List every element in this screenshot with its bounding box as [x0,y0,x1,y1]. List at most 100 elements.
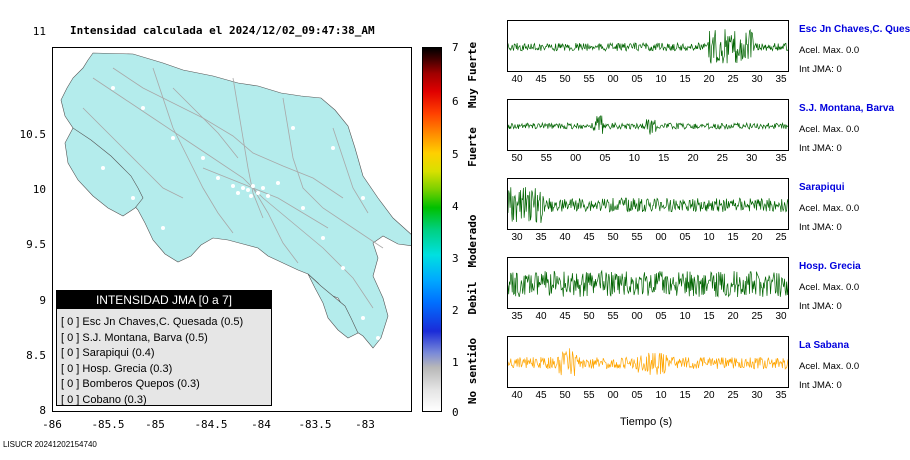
colorbar-tick: 0 [452,406,459,419]
time-tick: 35 [511,311,523,322]
station-int-jma: Int JMA: 0 [799,222,842,233]
waveform [508,115,788,135]
station-acel-max: Acel. Max. 0.0 [799,203,860,214]
legend-title: INTENSIDAD JMA [0 a 7] [57,291,271,309]
time-tick: 15 [679,390,691,401]
time-tick: 10 [628,153,640,164]
time-tick: 25 [727,390,739,401]
station-name: Esc Jn Chaves,C. Ques [799,24,910,35]
legend-item: [ 0 ] Hosp. Grecia (0.3) [61,362,173,375]
colorbar-tick: 6 [452,95,459,108]
colorbar-tick: 4 [452,200,459,213]
time-tick: 55 [607,311,619,322]
time-tick: 20 [703,74,715,85]
time-tick: 25 [727,74,739,85]
time-tick: 05 [679,232,691,243]
legend-item: [ 0 ] S.J. Montana, Barva (0.5) [61,331,208,344]
map-title: Intensidad calculada el 2024/12/02_09:47… [70,24,375,37]
seismogram-trace [507,20,789,72]
station-name: La Sabana [799,340,850,351]
station-int-jma: Int JMA: 0 [799,64,842,75]
waveform-line [508,269,788,298]
seismogram-trace [507,99,789,151]
time-tick: 30 [746,153,758,164]
time-tick: 45 [535,74,547,85]
time-tick: 45 [559,311,571,322]
legend-item: [ 0 ] Bomberos Quepos (0.3) [61,378,200,390]
road-network [82,67,384,309]
time-tick: 35 [535,232,547,243]
colorbar-tick: 7 [452,41,459,54]
colorbar-tick: 2 [452,304,459,317]
map-y-tick: 11 [32,25,46,38]
colorbar-label: Fuerte [466,127,479,167]
station-name: Hosp. Grecia [799,261,861,272]
time-tick: 50 [559,74,571,85]
colorbar-label: No sentido [466,337,479,405]
time-tick: 15 [658,153,670,164]
time-tick: 05 [599,153,611,164]
time-tick: 00 [607,74,619,85]
map-y-tick: 9 [39,294,46,307]
time-tick: 05 [655,311,667,322]
legend-item: [ 0 ] Sarapiqui (0.4) [61,347,155,359]
station-int-jma: Int JMA: 0 [799,380,842,391]
legend-item: [ 0 ] Cobano (0.3) [61,393,147,406]
time-tick: 20 [687,153,699,164]
seismogram-trace [507,336,789,388]
time-tick: 15 [727,232,739,243]
time-tick: 35 [775,153,787,164]
station-acel-max: Acel. Max. 0.0 [799,361,860,372]
time-tick: 10 [655,390,667,401]
colorbar-tick: 5 [452,148,459,161]
time-tick: 40 [559,232,571,243]
station-acel-max: Acel. Max. 0.0 [799,45,860,56]
time-tick: 55 [583,74,595,85]
map-x-tick: -83 [355,418,375,431]
waveform [508,28,788,64]
time-tick: 55 [631,232,643,243]
time-tick: 50 [583,311,595,322]
time-tick: 30 [775,311,787,322]
time-tick: 30 [511,232,523,243]
map-x-tick: -85.5 [91,418,125,431]
time-tick: 40 [511,74,523,85]
time-tick: 25 [751,311,763,322]
time-tick: 20 [703,390,715,401]
nicoya-peninsula [64,127,144,217]
waveform [508,269,788,298]
map-y-tick: 10.5 [19,128,47,141]
station-name: Sarapiqui [799,182,845,193]
station-markers [101,86,380,340]
time-tick: 20 [727,311,739,322]
time-tick: 40 [511,390,523,401]
time-tick: 25 [775,232,787,243]
time-tick: 15 [703,311,715,322]
time-tick: 50 [511,153,523,164]
station-int-jma: Int JMA: 0 [799,143,842,154]
waveform-line [508,348,788,377]
time-tick: 10 [679,311,691,322]
seismogram-trace [507,257,789,309]
map-y-tick: 8 [39,404,46,417]
time-tick: 45 [535,390,547,401]
map-x-tick: -83.5 [298,418,332,431]
map-x-tick: -86 [42,418,62,431]
time-tick: 55 [583,390,595,401]
time-tick: 00 [655,232,667,243]
colorbar-tick: 1 [452,356,459,369]
time-tick: 10 [703,232,715,243]
time-tick: 55 [540,153,552,164]
costa-rica-map [60,52,411,349]
station-name: S.J. Montana, Barva [799,103,895,114]
waveform-line [508,28,788,64]
time-tick: 20 [751,232,763,243]
time-tick: 00 [570,153,582,164]
time-tick: 25 [716,153,728,164]
time-tick: 35 [775,390,787,401]
time-tick: 40 [535,311,547,322]
time-tick: 30 [751,390,763,401]
waveform [508,348,788,377]
map-y-tick: 10 [32,183,46,196]
time-tick: 45 [583,232,595,243]
